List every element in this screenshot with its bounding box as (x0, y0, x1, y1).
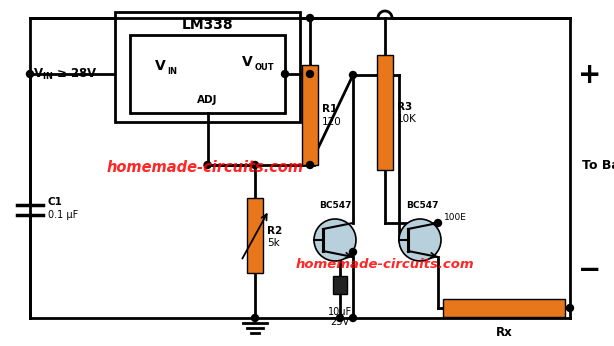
Text: homemade-circuits.com: homemade-circuits.com (296, 258, 474, 272)
Text: To Battery: To Battery (582, 158, 614, 172)
Bar (377, 55, 393, 170)
Bar (247, 198, 263, 273)
Text: +: + (578, 61, 601, 89)
Text: 0.1 μF: 0.1 μF (48, 210, 78, 220)
Text: Rx: Rx (495, 326, 512, 339)
Circle shape (306, 15, 314, 21)
Text: 5k: 5k (267, 238, 280, 248)
Text: 10uF: 10uF (328, 307, 352, 317)
Text: LM338: LM338 (182, 18, 233, 32)
Circle shape (204, 162, 211, 169)
Text: 10K: 10K (397, 115, 417, 125)
Text: ADJ: ADJ (197, 95, 218, 105)
Circle shape (26, 71, 34, 78)
Circle shape (435, 219, 441, 227)
Circle shape (252, 162, 258, 169)
Text: $\mathbf{V_{IN}}$ ≥ 28V: $\mathbf{V_{IN}}$ ≥ 28V (33, 66, 98, 82)
Text: OUT: OUT (255, 63, 274, 72)
Text: C1: C1 (48, 197, 63, 207)
Circle shape (349, 248, 357, 255)
Circle shape (281, 71, 289, 78)
Circle shape (399, 219, 441, 261)
Bar (130, 35, 285, 113)
Text: 25V: 25V (330, 317, 349, 327)
Circle shape (306, 71, 314, 78)
Bar (115, 12, 300, 122)
Circle shape (349, 315, 357, 321)
Bar (443, 299, 565, 317)
Circle shape (336, 315, 343, 321)
Text: IN: IN (167, 67, 177, 76)
Circle shape (349, 72, 357, 79)
Text: R2: R2 (267, 226, 282, 236)
Circle shape (314, 219, 356, 261)
Circle shape (306, 162, 314, 169)
Text: R1: R1 (322, 104, 337, 114)
Text: V: V (242, 55, 252, 69)
Text: R3: R3 (397, 101, 412, 111)
Bar (302, 65, 318, 165)
Bar (333, 276, 347, 294)
Text: −: − (578, 256, 601, 284)
Text: V: V (155, 59, 165, 73)
Circle shape (252, 315, 258, 321)
Text: 120: 120 (322, 117, 342, 127)
Circle shape (567, 304, 573, 311)
Text: homemade-circuits.com: homemade-circuits.com (106, 161, 303, 175)
Text: BC547: BC547 (319, 201, 351, 210)
Text: 100E: 100E (444, 213, 467, 222)
Text: BC547: BC547 (406, 201, 438, 210)
